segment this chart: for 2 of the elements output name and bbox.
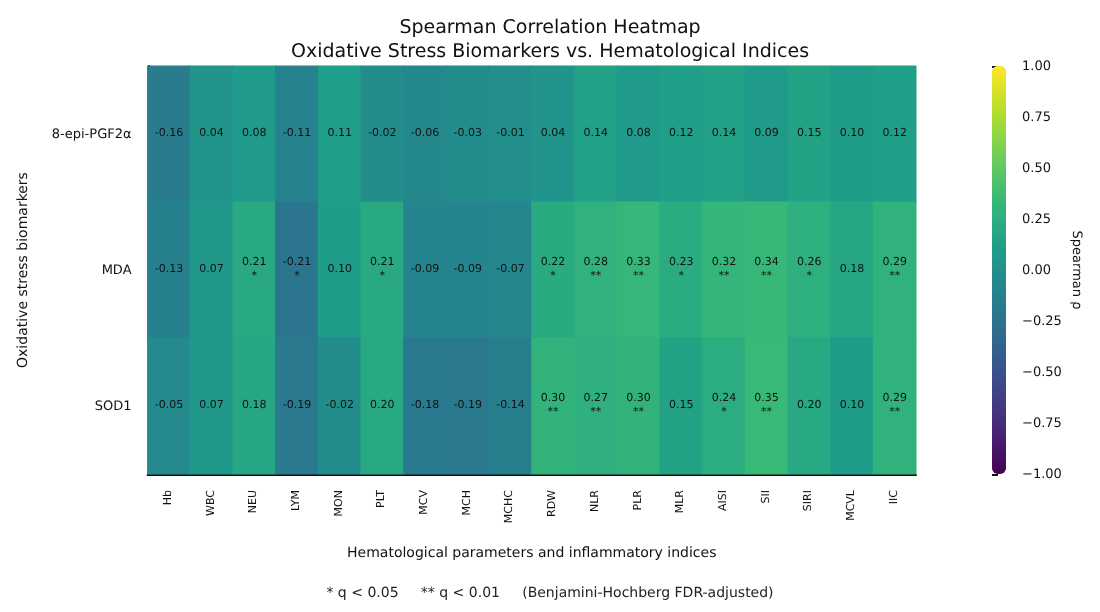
chart-title: Spearman Correlation Heatmap [399,17,701,39]
chart-subtitle: Oxidative Stress Biomarkers vs. Hematological Indices [290,41,810,63]
